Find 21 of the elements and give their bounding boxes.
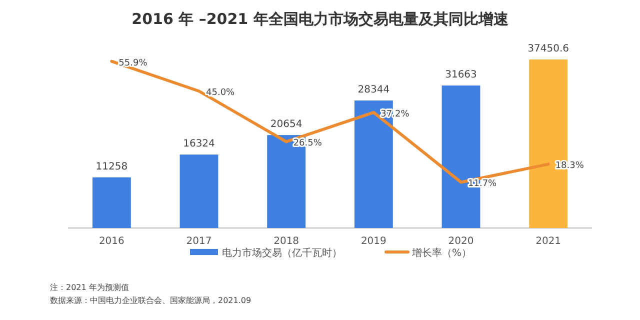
x-tick-label: 2016 (98, 236, 124, 247)
x-tick-label: 2020 (448, 236, 474, 247)
data-label: 37450.6 (528, 43, 570, 54)
data-label: 28344 (358, 84, 390, 96)
x-tick-label: 2018 (274, 236, 300, 247)
bar (180, 154, 218, 228)
x-tick-label: 2021 (536, 236, 562, 247)
data-label: 16324 (183, 138, 215, 150)
legend-label: 增长率（%） (411, 247, 472, 259)
data-label: 31663 (445, 70, 477, 81)
chart-title: 2016 年 –2021 年全国电力市场交易电量及其同比增速 (132, 10, 510, 28)
x-tick-label: 2019 (360, 236, 386, 247)
data-label: 20654 (270, 119, 302, 130)
source-note: 数据来源：中国电力企业联合会、国家能源局，2021.09 (50, 296, 252, 305)
x-tick-label: 2017 (186, 236, 212, 247)
legend-label: 电力市场交易（亿千瓦时） (222, 247, 342, 259)
data-label: 55.9% (118, 58, 148, 68)
data-label: 11258 (96, 161, 128, 172)
bar (92, 177, 131, 228)
text: 注：2021 年为预测值 (50, 283, 129, 292)
data-label: 45.0% (206, 88, 236, 98)
